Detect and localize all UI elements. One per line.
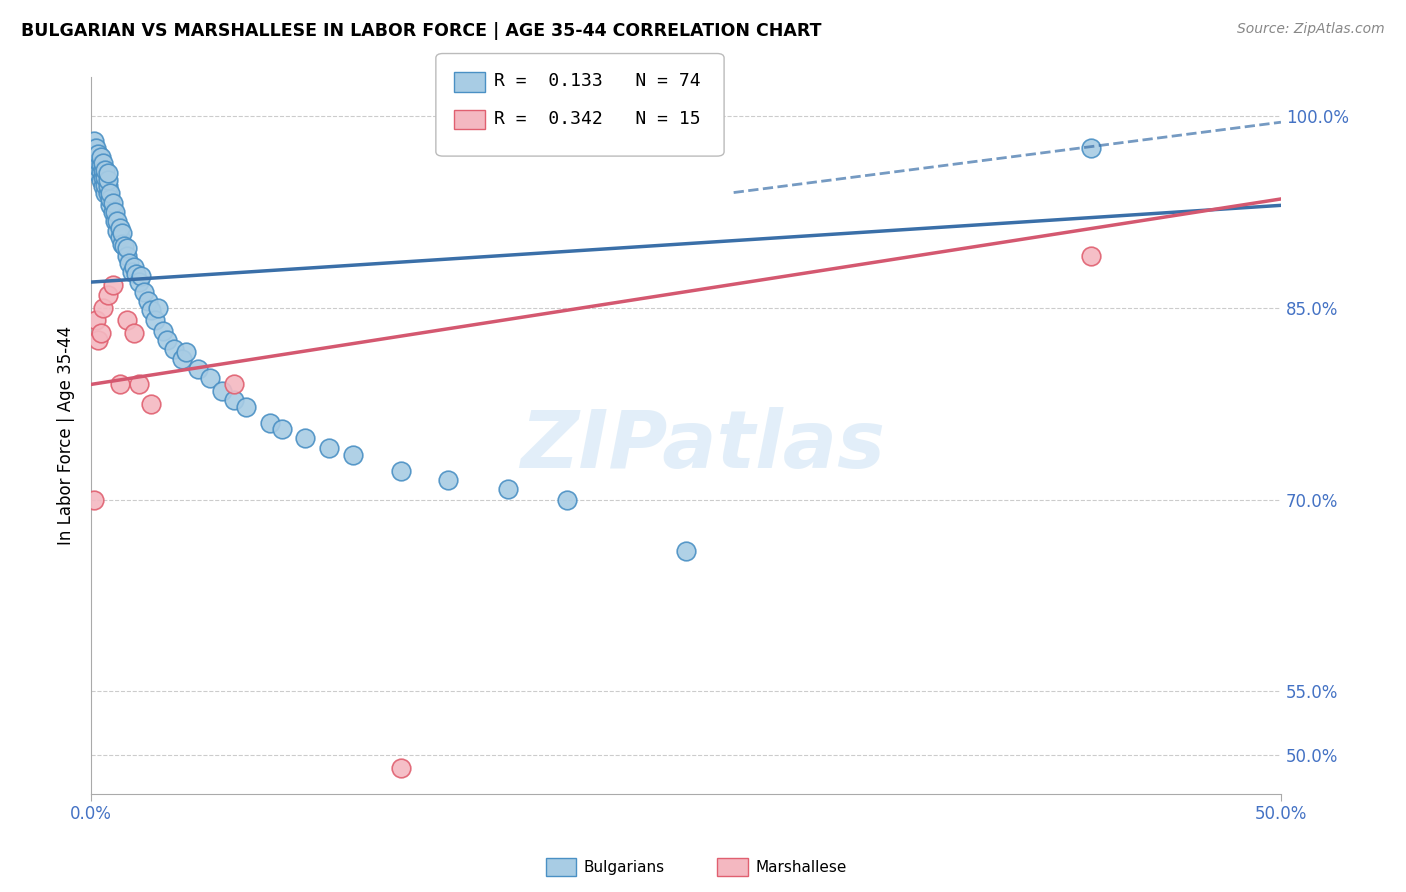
- Point: [132, 285, 155, 300]
- Point: [94, 170, 117, 185]
- Point: [139, 303, 162, 318]
- Point: [318, 442, 340, 456]
- Point: [90, 163, 112, 178]
- Point: [163, 342, 186, 356]
- Point: [111, 227, 134, 241]
- Point: [122, 260, 145, 274]
- Point: [128, 377, 150, 392]
- Point: [91, 179, 114, 194]
- Point: [176, 345, 198, 359]
- Point: [97, 288, 120, 302]
- Point: [389, 464, 412, 478]
- Point: [122, 326, 145, 341]
- Point: [84, 141, 107, 155]
- Point: [87, 153, 110, 168]
- Point: [118, 256, 141, 270]
- Point: [90, 326, 112, 341]
- Point: [136, 294, 159, 309]
- Point: [555, 492, 578, 507]
- Point: [108, 230, 131, 244]
- Point: [105, 213, 128, 227]
- Point: [97, 166, 120, 180]
- Point: [128, 275, 150, 289]
- Point: [222, 392, 245, 407]
- Point: [84, 160, 107, 174]
- Point: [496, 483, 519, 497]
- Point: [187, 362, 209, 376]
- Point: [83, 147, 105, 161]
- Point: [91, 162, 114, 177]
- Point: [156, 333, 179, 347]
- Text: Bulgarians: Bulgarians: [583, 860, 665, 874]
- Point: [98, 186, 121, 200]
- Point: [211, 384, 233, 398]
- Point: [115, 313, 138, 327]
- Point: [1080, 250, 1102, 264]
- Point: [108, 221, 131, 235]
- Point: [389, 761, 412, 775]
- Point: [84, 313, 107, 327]
- Point: [437, 473, 460, 487]
- Point: [108, 377, 131, 392]
- Point: [342, 448, 364, 462]
- Point: [104, 204, 127, 219]
- Point: [152, 324, 174, 338]
- Point: [294, 431, 316, 445]
- Point: [91, 170, 114, 185]
- Point: [101, 277, 124, 292]
- Point: [87, 147, 110, 161]
- Point: [83, 141, 105, 155]
- Point: [198, 371, 221, 385]
- Point: [125, 268, 148, 282]
- Text: Source: ZipAtlas.com: Source: ZipAtlas.com: [1237, 22, 1385, 37]
- Point: [139, 396, 162, 410]
- Point: [94, 186, 117, 200]
- Point: [101, 195, 124, 210]
- Text: R =  0.133   N = 74: R = 0.133 N = 74: [494, 72, 700, 90]
- Point: [94, 162, 117, 177]
- Point: [91, 301, 114, 315]
- Y-axis label: In Labor Force | Age 35-44: In Labor Force | Age 35-44: [58, 326, 75, 545]
- Point: [97, 173, 120, 187]
- Point: [235, 401, 257, 415]
- Point: [115, 250, 138, 264]
- Point: [105, 224, 128, 238]
- Point: [146, 301, 169, 315]
- Point: [97, 186, 120, 200]
- Point: [101, 204, 124, 219]
- Point: [84, 153, 107, 168]
- Point: [87, 166, 110, 180]
- Point: [104, 213, 127, 227]
- Point: [145, 313, 167, 327]
- Point: [121, 265, 143, 279]
- Text: Marshallese: Marshallese: [755, 860, 846, 874]
- Point: [111, 236, 134, 251]
- Point: [90, 150, 112, 164]
- Point: [115, 241, 138, 255]
- Text: ZIPatlas: ZIPatlas: [520, 407, 886, 485]
- Point: [97, 179, 120, 194]
- Point: [259, 416, 281, 430]
- Point: [91, 156, 114, 170]
- Point: [90, 173, 112, 187]
- Point: [675, 543, 697, 558]
- Point: [114, 239, 136, 253]
- Point: [170, 351, 193, 366]
- Point: [83, 135, 105, 149]
- Point: [98, 198, 121, 212]
- Point: [1080, 141, 1102, 155]
- Text: R =  0.342   N = 15: R = 0.342 N = 15: [494, 110, 700, 128]
- Point: [94, 178, 117, 192]
- Point: [98, 192, 121, 206]
- Point: [222, 377, 245, 392]
- Point: [270, 422, 292, 436]
- Point: [90, 157, 112, 171]
- Point: [129, 268, 152, 283]
- Text: BULGARIAN VS MARSHALLESE IN LABOR FORCE | AGE 35-44 CORRELATION CHART: BULGARIAN VS MARSHALLESE IN LABOR FORCE …: [21, 22, 821, 40]
- Point: [87, 333, 110, 347]
- Point: [87, 160, 110, 174]
- Point: [83, 492, 105, 507]
